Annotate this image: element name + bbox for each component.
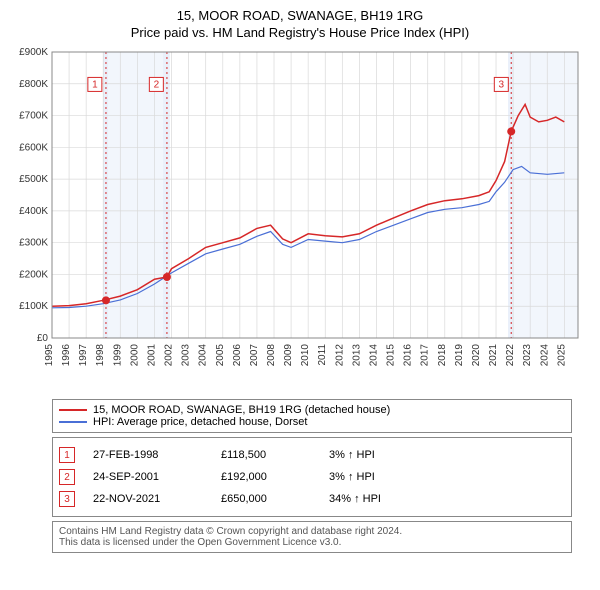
svg-text:2013: 2013 — [351, 344, 362, 367]
svg-text:2000: 2000 — [129, 344, 140, 367]
svg-text:£800K: £800K — [19, 79, 48, 90]
legend-label: 15, MOOR ROAD, SWANAGE, BH19 1RG (detach… — [93, 404, 390, 416]
legend-swatch — [59, 409, 87, 411]
svg-text:£300K: £300K — [19, 238, 48, 249]
sale-marker: 3 — [59, 491, 75, 507]
svg-text:2: 2 — [154, 79, 160, 90]
svg-text:2011: 2011 — [317, 344, 328, 366]
svg-text:2002: 2002 — [164, 344, 175, 367]
sale-delta: 3% ↑ HPI — [329, 449, 375, 461]
legend: 15, MOOR ROAD, SWANAGE, BH19 1RG (detach… — [52, 399, 572, 433]
svg-text:2001: 2001 — [146, 344, 157, 367]
svg-text:2008: 2008 — [266, 344, 277, 367]
svg-text:2004: 2004 — [198, 344, 209, 367]
svg-text:2009: 2009 — [283, 344, 294, 367]
legend-item: 15, MOOR ROAD, SWANAGE, BH19 1RG (detach… — [59, 404, 565, 416]
svg-text:2014: 2014 — [368, 344, 379, 367]
svg-text:1999: 1999 — [112, 344, 123, 367]
svg-text:2017: 2017 — [420, 344, 431, 367]
legend-swatch — [59, 421, 87, 423]
sale-price: £650,000 — [221, 493, 311, 505]
sale-delta: 34% ↑ HPI — [329, 493, 381, 505]
svg-text:2016: 2016 — [403, 344, 414, 367]
sales-table: 1 27-FEB-1998 £118,500 3% ↑ HPI 2 24-SEP-2001… — [52, 437, 572, 517]
svg-text:2018: 2018 — [437, 344, 448, 367]
svg-text:3: 3 — [499, 79, 505, 90]
svg-text:£700K: £700K — [19, 111, 48, 122]
svg-text:2007: 2007 — [249, 344, 260, 367]
svg-text:£400K: £400K — [19, 206, 48, 217]
legend-item: HPI: Average price, detached house, Dors… — [59, 416, 565, 428]
svg-text:1998: 1998 — [95, 344, 106, 367]
svg-text:2023: 2023 — [522, 344, 533, 367]
svg-text:2021: 2021 — [488, 344, 499, 367]
sale-row: 2 24-SEP-2001 £192,000 3% ↑ HPI — [59, 466, 565, 488]
svg-text:1: 1 — [92, 79, 98, 90]
sale-marker: 1 — [59, 447, 75, 463]
chart-svg: 1 2 3 £0 £100K £200K £300K £400K £500K £600K £700K… — [8, 46, 592, 386]
svg-text:1997: 1997 — [78, 344, 89, 367]
svg-text:2015: 2015 — [386, 344, 397, 367]
svg-text:£600K: £600K — [19, 142, 48, 153]
price-chart: 1 2 3 £0 £100K £200K £300K £400K £500K £600K £700K… — [8, 46, 592, 391]
legend-label: HPI: Average price, detached house, Dors… — [93, 416, 307, 428]
sale-date: 22-NOV-2021 — [93, 493, 203, 505]
svg-text:£0: £0 — [37, 333, 49, 344]
svg-text:2006: 2006 — [232, 344, 243, 367]
title-line1: 15, MOOR ROAD, SWANAGE, BH19 1RG — [8, 8, 592, 23]
sale-date: 27-FEB-1998 — [93, 449, 203, 461]
svg-text:£500K: £500K — [19, 174, 48, 185]
svg-text:2024: 2024 — [539, 344, 550, 367]
svg-text:£900K: £900K — [19, 47, 48, 58]
license-line1: Contains HM Land Registry data © Crown c… — [59, 526, 565, 537]
svg-text:2010: 2010 — [300, 344, 311, 367]
svg-text:2012: 2012 — [334, 344, 345, 367]
svg-text:£100K: £100K — [19, 301, 48, 312]
svg-text:2005: 2005 — [215, 344, 226, 367]
svg-text:2019: 2019 — [454, 344, 465, 367]
sale-row: 3 22-NOV-2021 £650,000 34% ↑ HPI — [59, 488, 565, 510]
sale-price: £118,500 — [221, 449, 311, 461]
sale-date: 24-SEP-2001 — [93, 471, 203, 483]
svg-text:2020: 2020 — [471, 344, 482, 367]
sale-row: 1 27-FEB-1998 £118,500 3% ↑ HPI — [59, 444, 565, 466]
title-line2: Price paid vs. HM Land Registry's House … — [8, 25, 592, 40]
svg-text:1995: 1995 — [44, 344, 55, 367]
svg-text:2025: 2025 — [556, 344, 567, 367]
sale-marker: 2 — [59, 469, 75, 485]
license-text: Contains HM Land Registry data © Crown c… — [52, 521, 572, 553]
svg-text:1996: 1996 — [61, 344, 72, 367]
sale-price: £192,000 — [221, 471, 311, 483]
sale-delta: 3% ↑ HPI — [329, 471, 375, 483]
svg-text:2003: 2003 — [181, 344, 192, 367]
svg-text:£200K: £200K — [19, 269, 48, 280]
svg-text:2022: 2022 — [505, 344, 516, 367]
license-line2: This data is licensed under the Open Gov… — [59, 537, 565, 548]
